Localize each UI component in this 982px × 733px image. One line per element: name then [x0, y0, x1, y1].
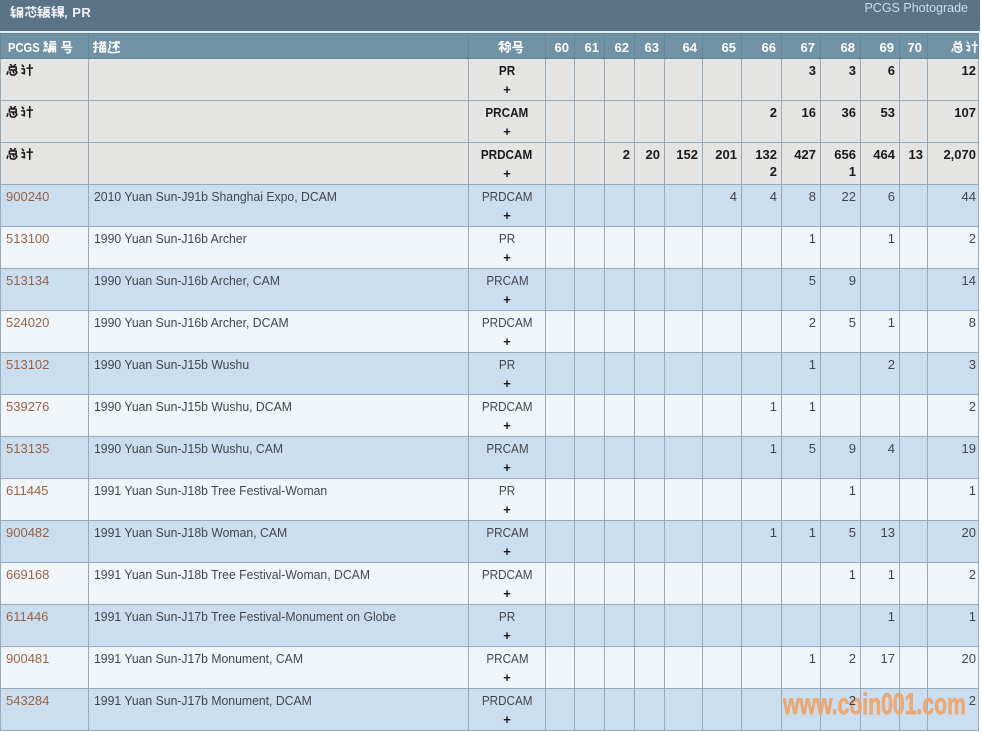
svg-text:www.coin001.com: www.coin001.com: [783, 690, 966, 721]
